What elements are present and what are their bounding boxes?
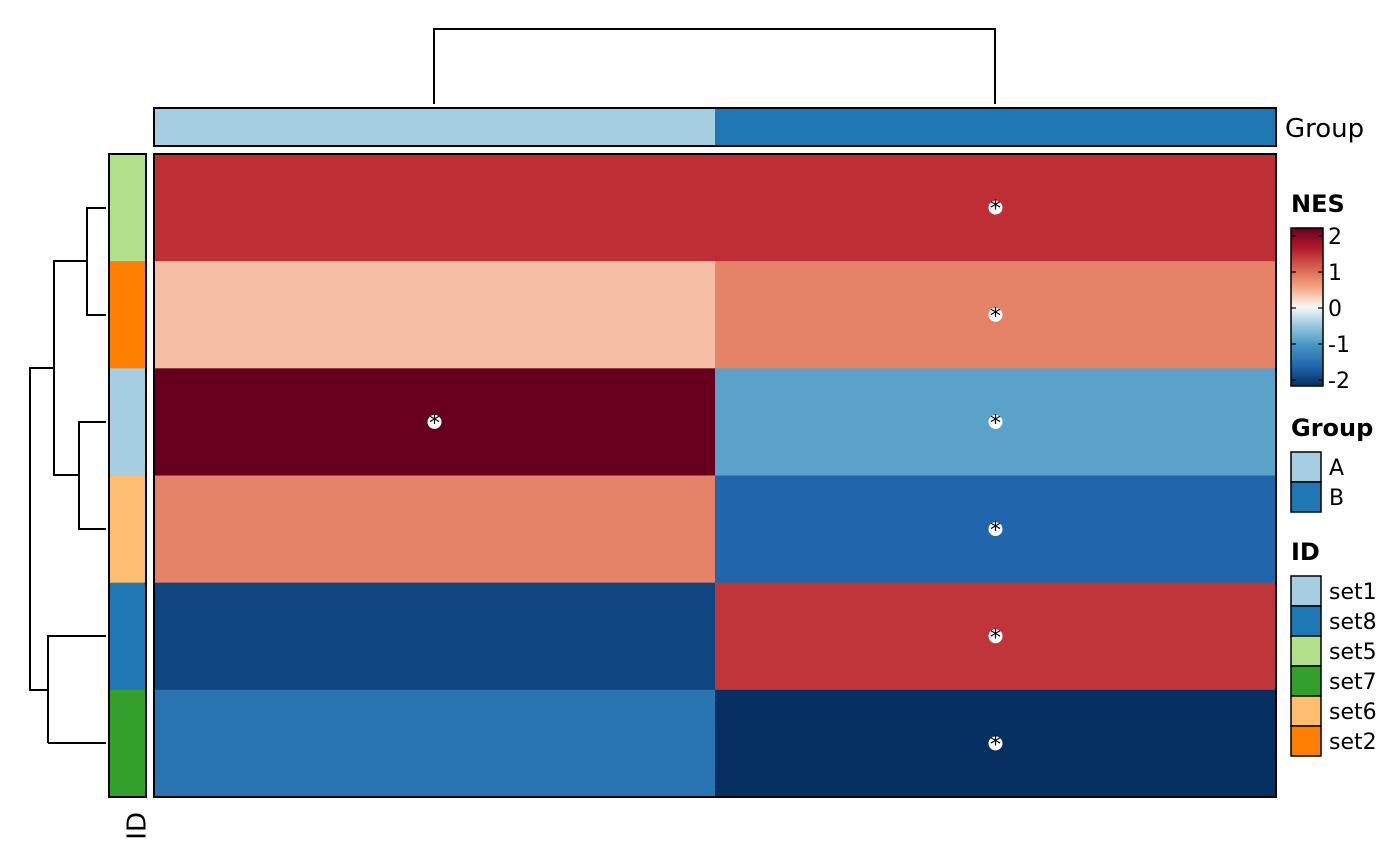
- significance-marker: *: [990, 197, 1001, 222]
- id-legend-label: set7: [1329, 670, 1377, 695]
- heatmap-cell: [154, 261, 716, 369]
- id-legend: ID set1 set8 set5 set7 set6 set2: [1290, 538, 1377, 757]
- significance-marker-bg: [988, 629, 1003, 644]
- group-legend: Group AB: [1290, 414, 1373, 513]
- nes-tick-label: 0: [1328, 297, 1342, 322]
- nes-legend-ticks: 2 1 0 -1 -2: [1291, 225, 1350, 394]
- id-legend-title: ID: [1291, 538, 1320, 566]
- id-legend-swatch: [1290, 695, 1322, 727]
- row-dendrogram: [29, 207, 106, 744]
- id-legend-label: set6: [1329, 700, 1377, 725]
- heatmap-cell: [154, 154, 716, 262]
- group-annotation-cell: [715, 108, 1276, 146]
- heatmap-cells: * * * * * * *: [154, 154, 1277, 798]
- id-annotation-cell: [109, 154, 146, 262]
- nes-legend: NES 2 1 0 -1 -2: [1290, 190, 1350, 394]
- group-legend-swatch: [1290, 451, 1322, 483]
- significance-marker-bg: [988, 736, 1003, 751]
- significance-marker-bg: [988, 307, 1003, 322]
- id-legend-swatch: [1290, 605, 1322, 637]
- heatmap-border: [153, 153, 1277, 798]
- id-legend-label: set1: [1329, 580, 1377, 605]
- id-annotation-track: [108, 153, 147, 798]
- significance-marker-bg: [988, 414, 1003, 429]
- group-legend-label: A: [1329, 456, 1344, 481]
- nes-legend-title: NES: [1291, 190, 1345, 218]
- group-annotation-border: [153, 107, 1277, 147]
- id-legend-label: set8: [1329, 610, 1377, 635]
- id-annotation-cell: [109, 475, 146, 584]
- id-legend-swatch: [1290, 665, 1322, 697]
- id-legend-label: set2: [1329, 730, 1377, 755]
- group-annotation-track: [153, 107, 1277, 147]
- group-legend-items: AB: [1290, 451, 1344, 513]
- nes-tick-label: -1: [1328, 333, 1350, 358]
- significance-marker: *: [990, 626, 1001, 651]
- id-legend-swatch: [1290, 575, 1322, 607]
- significance-marker: *: [429, 411, 440, 436]
- id-legend-items: set1 set8 set5 set7 set6 set2: [1290, 575, 1377, 757]
- significance-marker-bg: [427, 414, 442, 429]
- nes-tick-label: -2: [1328, 369, 1350, 394]
- group-legend-label: B: [1329, 486, 1344, 511]
- significance-marker: *: [990, 304, 1001, 329]
- id-legend-swatch: [1290, 725, 1322, 757]
- id-annotation-cell: [109, 261, 146, 369]
- group-legend-title: Group: [1291, 414, 1373, 442]
- significance-marker: *: [990, 411, 1001, 436]
- id-annotation-cell: [109, 689, 146, 798]
- nes-tick-label: 2: [1328, 225, 1342, 250]
- column-dendrogram: [433, 28, 996, 104]
- significance-marker: *: [990, 519, 1001, 544]
- group-legend-swatch: [1290, 481, 1322, 513]
- significance-marker-bg: [988, 200, 1003, 215]
- group-annotation-cell: [154, 108, 715, 146]
- id-legend-label: set5: [1329, 640, 1377, 665]
- id-annotation-cell: [109, 368, 146, 476]
- nes-color-bar: [1290, 227, 1324, 387]
- id-legend-swatch: [1290, 635, 1322, 667]
- heatmap-cell: [154, 689, 716, 798]
- nes-tick-label: 1: [1328, 261, 1342, 286]
- id-track-label: ID: [123, 812, 153, 840]
- significance-marker-bg: [988, 522, 1003, 537]
- heatmap-cell: [154, 475, 716, 584]
- id-annotation-cell: [109, 582, 146, 691]
- group-track-label: Group: [1285, 114, 1364, 144]
- id-annotation-border: [108, 153, 147, 798]
- significance-marker: *: [990, 733, 1001, 758]
- heatmap-cell: [154, 582, 716, 691]
